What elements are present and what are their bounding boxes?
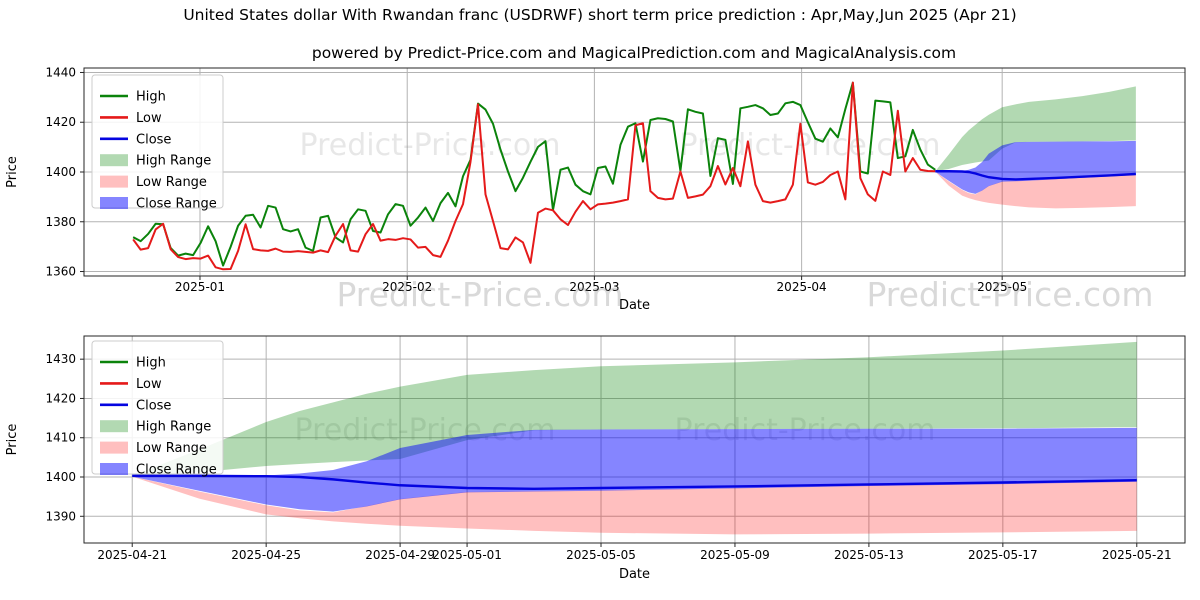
close-line xyxy=(935,170,1136,181)
chart-subtitle: powered by Predict-Price.com and Magical… xyxy=(311,44,957,62)
legend-label: Low xyxy=(136,111,162,126)
close-range-band xyxy=(935,140,1136,194)
close-range-band xyxy=(132,427,1137,512)
x-tick-label: 2025-04-29 xyxy=(365,548,435,562)
x-tick-label: 2025-03 xyxy=(569,280,619,294)
legend-swatch-low-range xyxy=(100,175,128,188)
x-tick-label: 2025-05-21 xyxy=(1102,548,1172,562)
x-tick-label: 2025-04-21 xyxy=(97,548,167,562)
legend-box xyxy=(91,74,224,209)
chart-title: United States dollar With Rwandan franc … xyxy=(183,6,1017,24)
legend-label: Close xyxy=(136,398,171,413)
close-line xyxy=(132,474,1137,490)
x-axis-label: Date xyxy=(619,298,650,313)
high-range-band xyxy=(132,341,1137,476)
x-tick-label: 2025-05-09 xyxy=(700,548,770,562)
high-line xyxy=(132,81,936,267)
y-tick-label: 1420 xyxy=(45,115,76,129)
x-tick-label: 2025-05-13 xyxy=(834,548,904,562)
x-tick-label: 2025-04-25 xyxy=(231,548,301,562)
y-tick-label: 1400 xyxy=(45,470,76,484)
legend-label: High xyxy=(136,90,166,105)
y-axis-label: Price xyxy=(5,424,20,456)
legend-label: High xyxy=(136,356,166,371)
legend-label: Low xyxy=(136,377,162,392)
watermark-text: Predict-Price.com xyxy=(336,275,623,314)
legend-swatch-high-range xyxy=(100,420,128,433)
x-tick-label: 2025-05-01 xyxy=(432,548,502,562)
low-range-band xyxy=(935,171,1136,209)
x-tick-label: 2025-05 xyxy=(977,280,1027,294)
legend-label: Low Range xyxy=(136,441,207,456)
legend: High Low Close High Range Low Range Close Ran… xyxy=(91,74,224,212)
low-line xyxy=(132,81,936,271)
legend-swatch-low-range xyxy=(100,441,128,454)
legend-swatch-close-range xyxy=(100,463,128,475)
legend-swatch-close-range xyxy=(100,197,128,209)
watermark-text: Predict-Price.com xyxy=(675,413,936,448)
y-tick-label: 1360 xyxy=(45,265,76,279)
plot-frame xyxy=(83,335,1186,544)
bottom-chart: Predict-Price.comPredict-Price.com2025-0… xyxy=(0,326,1200,600)
watermark-text: Predict-Price.com xyxy=(295,413,556,448)
x-tick-label: 2025-05-17 xyxy=(968,548,1038,562)
legend-label: Close Range xyxy=(136,197,217,212)
legend-label: Close xyxy=(136,132,171,147)
y-tick-label: 1410 xyxy=(45,431,76,445)
y-axis-label: Price xyxy=(5,156,20,188)
legend-label: Low Range xyxy=(136,175,207,190)
price-history-with-forecast-svg: Predict-Price.com Predict-Price.com2025-0… xyxy=(5,65,1186,314)
y-tick-label: 1430 xyxy=(45,352,76,366)
x-tick-label: 2025-05-05 xyxy=(566,548,636,562)
tick-labels: 2025-01 2025-02 2025-03 2025-04 2025-05 1360 1… xyxy=(45,65,1027,294)
top-chart: Predict-Price.com Predict-Price.com 2025-0… xyxy=(0,60,1200,320)
y-tick-label: 1440 xyxy=(45,65,76,79)
x-tick-label: 2025-02 xyxy=(382,280,432,294)
watermark-text: Predict-Price.com xyxy=(866,275,1153,314)
low-range-band xyxy=(132,476,1137,535)
y-tick-label: 1400 xyxy=(45,165,76,179)
y-tick-label: 1390 xyxy=(45,509,76,523)
watermark-text: Predict-Price.com xyxy=(300,128,561,163)
high-range-band xyxy=(935,86,1136,172)
plot-area xyxy=(84,336,1185,543)
legend-label: Close Range xyxy=(136,463,217,478)
x-tick-label: 2025-04 xyxy=(777,280,827,294)
x-axis-label: Date xyxy=(619,567,650,582)
y-tick-label: 1380 xyxy=(45,215,76,229)
forecast-zoom-svg: Predict-Price.comPredict-Price.com2025-0… xyxy=(5,335,1186,582)
legend: High Low Close High Range Low Range Close Ran… xyxy=(91,340,224,478)
legend-label: High Range xyxy=(136,420,211,435)
y-tick-label: 1420 xyxy=(45,391,76,405)
x-tick-label: 2025-01 xyxy=(175,280,225,294)
legend-label: High Range xyxy=(136,154,211,169)
legend-box xyxy=(91,340,224,475)
tick-labels: 2025-04-21 2025-04-25 2025-04-292025-05-01… xyxy=(45,352,1171,562)
legend-swatch-high-range xyxy=(100,154,128,167)
